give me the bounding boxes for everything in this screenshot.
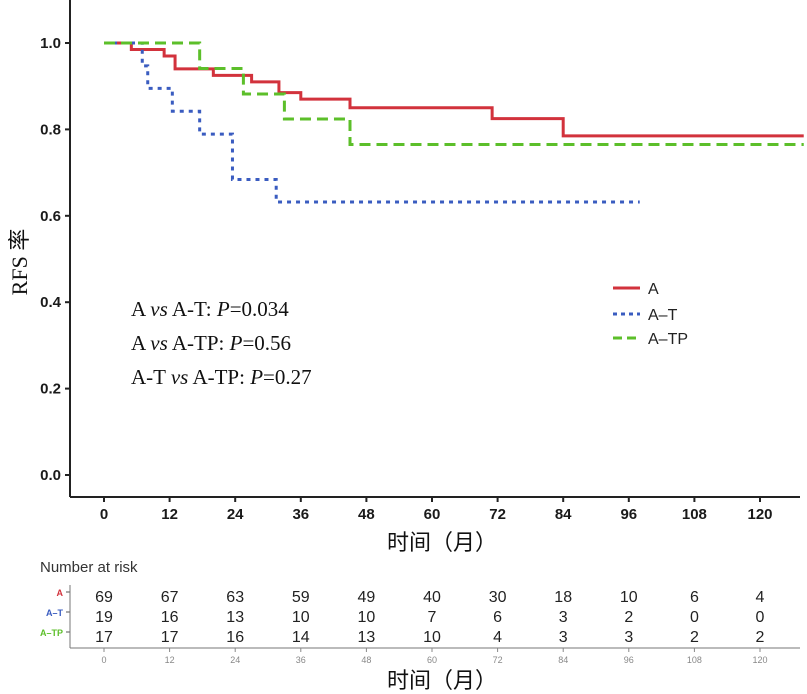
risk-cell: 2 [690,629,699,646]
risk-cell: 17 [161,629,179,646]
risk-cell: 17 [95,629,113,646]
risk-cell: 59 [292,589,310,606]
risk-cell: 6 [690,589,699,606]
y-axis-title: RFS 率 [7,229,32,296]
axes: 0.0 0.2 0.4 0.6 0.8 1.0 0 12 24 36 48 60 72 84 96 108 12… [40,0,800,523]
risk-cell: 7 [428,609,437,626]
legend-label-3: A–TP [648,331,688,348]
x-tick-label: 36 [292,506,309,523]
risk-cell: 18 [554,589,572,606]
risk-x-tick-label: 0 [101,655,106,665]
y-tick-label: 0.8 [40,121,61,138]
risk-cell: 0 [690,609,699,626]
risk-x-tick-label: 120 [752,655,767,665]
risk-row-label-3: A–TP [40,628,63,638]
risk-cell: 63 [226,589,244,606]
series-line-1 [104,41,804,138]
x-tick-label: 72 [489,506,506,523]
risk-cell: 16 [226,629,244,646]
risk-x-tick-label: 84 [558,655,568,665]
p-value-line-3: A-T vs A-TP: P=0.27 [131,365,312,389]
risk-cell: 19 [95,609,113,626]
risk-x-tick-label: 48 [361,655,371,665]
risk-cell: 6 [493,609,502,626]
legend-label-2: A–T [648,307,678,324]
x-tick-label: 120 [747,506,772,523]
risk-x-tick-label: 12 [165,655,175,665]
y-tick-label: 0.4 [40,294,62,311]
x-tick-label: 60 [424,506,441,523]
risk-x-tick-label: 96 [624,655,634,665]
risk-table-x-axis-title: 时间（月） [387,668,497,693]
x-tick-label: 12 [161,506,178,523]
plot-area [104,41,804,204]
risk-cell: 10 [423,629,441,646]
x-tick-label: 96 [620,506,637,523]
risk-cell: 13 [358,629,376,646]
risk-x-tick-label: 72 [493,655,503,665]
x-tick-label: 0 [100,506,108,523]
x-tick-label: 24 [227,506,244,523]
risk-cell: 4 [493,629,502,646]
risk-x-tick-label: 60 [427,655,437,665]
risk-cell: 49 [358,589,376,606]
risk-cell: 30 [489,589,507,606]
risk-x-tick-label: 36 [296,655,306,665]
y-tick-label: 0.0 [40,467,61,484]
risk-x-tick-label: 24 [230,655,240,665]
risk-cell: 10 [292,609,310,626]
x-tick-label: 48 [358,506,375,523]
risk-cell: 13 [226,609,244,626]
risk-cell: 69 [95,589,113,606]
p-value-line-2: A vs A-TP: P=0.56 [131,331,291,355]
y-tick-label: 0.6 [40,208,61,225]
series-line-2 [104,41,640,204]
x-tick-label: 84 [555,506,572,523]
series-line-3 [104,41,804,147]
x-axis-title: 时间（月） [387,530,497,555]
legend: A A–T A–TP [613,281,688,348]
risk-cell: 67 [161,589,179,606]
risk-x-tick-label: 108 [687,655,702,665]
p-value-annotations: A vs A-T: P=0.034 A vs A-TP: P=0.56 A-T vs… [131,297,312,389]
legend-label-1: A [648,281,659,298]
risk-cell: 3 [559,629,568,646]
risk-cell: 10 [620,589,638,606]
risk-cell: 3 [559,609,568,626]
risk-cell: 16 [161,609,179,626]
risk-table-title: Number at risk [40,559,138,576]
risk-cell: 0 [756,609,765,626]
risk-cell: 3 [624,629,633,646]
p-value-line-1: A vs A-T: P=0.034 [131,297,289,321]
risk-row-label-1: A [57,588,64,598]
risk-cell: 2 [624,609,633,626]
risk-cell: 2 [756,629,765,646]
risk-cell: 10 [358,609,376,626]
x-tick-label: 108 [682,506,707,523]
risk-cell: 14 [292,629,310,646]
risk-cell: 4 [756,589,765,606]
risk-row-label-2: A–T [46,608,64,618]
y-tick-label: 1.0 [40,35,61,52]
risk-cell: 40 [423,589,441,606]
y-tick-label: 0.2 [40,381,61,398]
